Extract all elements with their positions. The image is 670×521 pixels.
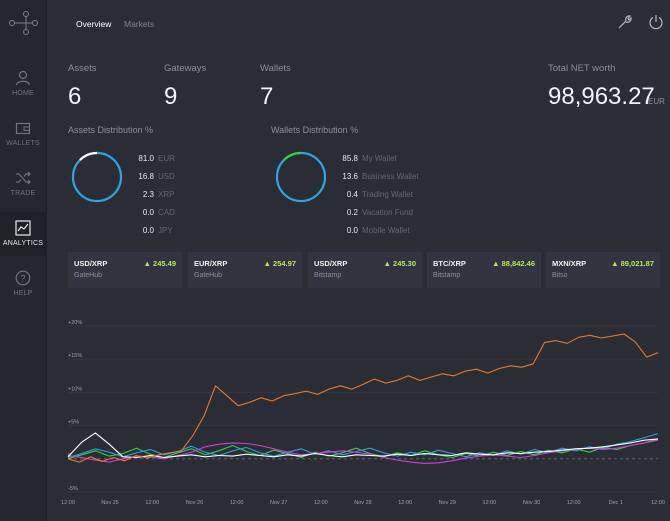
shuffle-icon (16, 171, 31, 185)
y-tick-label: +10% (68, 386, 82, 392)
assets-label: Assets (68, 63, 97, 74)
asset-row: 2.3 XRP (142, 190, 175, 199)
wallets-donut (275, 151, 327, 203)
wallets-label: Wallets (260, 63, 291, 74)
x-tick-label: Nov 26 (186, 500, 203, 506)
ticker-exchange: Bitstamp (314, 272, 342, 279)
svg-text:?: ? (20, 274, 25, 284)
ticker-exchange: Bitstamp (433, 272, 461, 279)
x-tick-label: 12:00 (567, 500, 581, 506)
ticker-pair: USD/XRP (314, 259, 348, 268)
ticker-card[interactable]: USD/XRP ▲ 245.49 GateHub (68, 252, 182, 288)
gateways-label: Gateways (164, 63, 207, 74)
assets-distribution-title: Assets Distribution % (68, 125, 154, 135)
series-line (67, 333, 659, 463)
x-tick-label: Nov 25 (101, 500, 118, 506)
x-tick-label: 12:00 (398, 500, 412, 506)
gateways-value: 9 (164, 83, 178, 110)
x-tick-label: 12:00 (61, 500, 75, 506)
x-tick-label: Dec 1 (609, 500, 623, 506)
x-tick-label: Nov 28 (354, 500, 371, 506)
ticker-exchange: GateHub (194, 272, 223, 279)
wallet-row: 85.8 My Wallet (342, 154, 397, 163)
chart-icon (15, 220, 31, 236)
tab-markets[interactable]: Markets (124, 19, 155, 29)
sidebar-item-label: WALLETS (6, 140, 40, 147)
help-icon: ? (15, 270, 31, 286)
sidebar-item-label: HELP (13, 290, 33, 297)
wallet-row: 0.2 Vacation Fund (346, 208, 413, 217)
wallet-row: 0.0 Mobile Wallet (346, 226, 410, 235)
asset-row: 16.8 USD (138, 172, 175, 181)
sidebar: HOME WALLETS TRADE ANALYTICS ? HELP (0, 0, 47, 521)
asset-row: 0.0 JPY (142, 226, 173, 235)
net-worth-value: 98,963.27 (548, 83, 655, 110)
asset-row: 0.0 CAD (142, 208, 175, 217)
wallet-row: 13.6 Business Wallet (342, 172, 419, 181)
y-tick-label: +5% (68, 420, 79, 426)
logo-icon (9, 11, 38, 35)
x-tick-label: 12:00 (651, 500, 665, 506)
y-tick-label: +15% (68, 353, 82, 359)
x-tick-label: 12:00 (230, 500, 244, 506)
ticker-pair: USD/XRP (74, 259, 108, 268)
ticker-price: ▲ 245.30 (383, 259, 416, 268)
ticker-price: ▲ 88,842.46 (492, 259, 535, 268)
sidebar-item-label: TRADE (10, 190, 36, 197)
sidebar-item-trade[interactable]: TRADE (0, 170, 46, 218)
sidebar-item-home[interactable]: HOME (0, 70, 46, 118)
ticker-card[interactable]: USD/XRP ▲ 245.30 Bitstamp (308, 252, 422, 288)
ticker-card[interactable]: EUR/XRP ▲ 254.97 GateHub (188, 252, 302, 288)
tab-overview[interactable]: Overview (76, 19, 112, 29)
sidebar-item-analytics[interactable]: ANALYTICS (0, 212, 46, 256)
ticker-pair: EUR/XRP (194, 259, 228, 268)
x-tick-label: Nov 27 (270, 500, 287, 506)
x-tick-label: 12:00 (314, 500, 328, 506)
user-icon (15, 70, 31, 86)
y-tick-label: -5% (68, 486, 78, 492)
series-line (67, 433, 659, 459)
wallets-value: 7 (260, 83, 274, 110)
ticker-pair: MXN/XRP (552, 259, 587, 268)
series-line (67, 432, 659, 459)
sidebar-item-label: ANALYTICS (2, 240, 44, 247)
ticker-price: ▲ 245.49 (143, 259, 176, 268)
net-worth-label: Total NET worth (548, 63, 616, 74)
y-tick-label: +20% (68, 320, 82, 326)
sidebar-item-label: HOME (12, 90, 34, 97)
ticker-card[interactable]: MXN/XRP ▲ 89,021.87 Bitso (546, 252, 660, 288)
ticker-exchange: Bitso (552, 272, 568, 279)
x-tick-label: Nov 29 (439, 500, 456, 506)
power-icon[interactable] (648, 14, 664, 30)
wallet-icon (15, 122, 31, 135)
x-tick-label: 12:00 (145, 500, 159, 506)
wallet-row: 0.4 Trading Wallet (346, 190, 413, 199)
series-line (67, 439, 659, 464)
x-tick-label: Nov 30 (523, 500, 540, 506)
ticker-price: ▲ 89,021.87 (611, 259, 654, 268)
assets-donut (71, 151, 123, 203)
asset-row: 81.0 EUR (138, 154, 175, 163)
sidebar-item-help[interactable]: ? HELP (0, 270, 46, 318)
wrench-icon[interactable] (617, 14, 633, 30)
ticker-exchange: GateHub (74, 272, 103, 279)
performance-chart: +20%+15%+10%+5%0-5%12:00 Nov 25 12:00 Nov 2… (61, 320, 665, 506)
ticker-price: ▲ 254.97 (263, 259, 296, 268)
wallets-distribution-title: Wallets Distribution % (271, 125, 359, 135)
sidebar-item-wallets[interactable]: WALLETS (0, 120, 46, 168)
x-tick-label: 12:00 (483, 500, 497, 506)
ticker-pair: BTC/XRP (433, 259, 466, 268)
assets-value: 6 (68, 83, 82, 110)
net-worth-currency: EUR (648, 97, 665, 106)
ticker-card[interactable]: BTC/XRP ▲ 88,842.46 Bitstamp (427, 252, 541, 288)
